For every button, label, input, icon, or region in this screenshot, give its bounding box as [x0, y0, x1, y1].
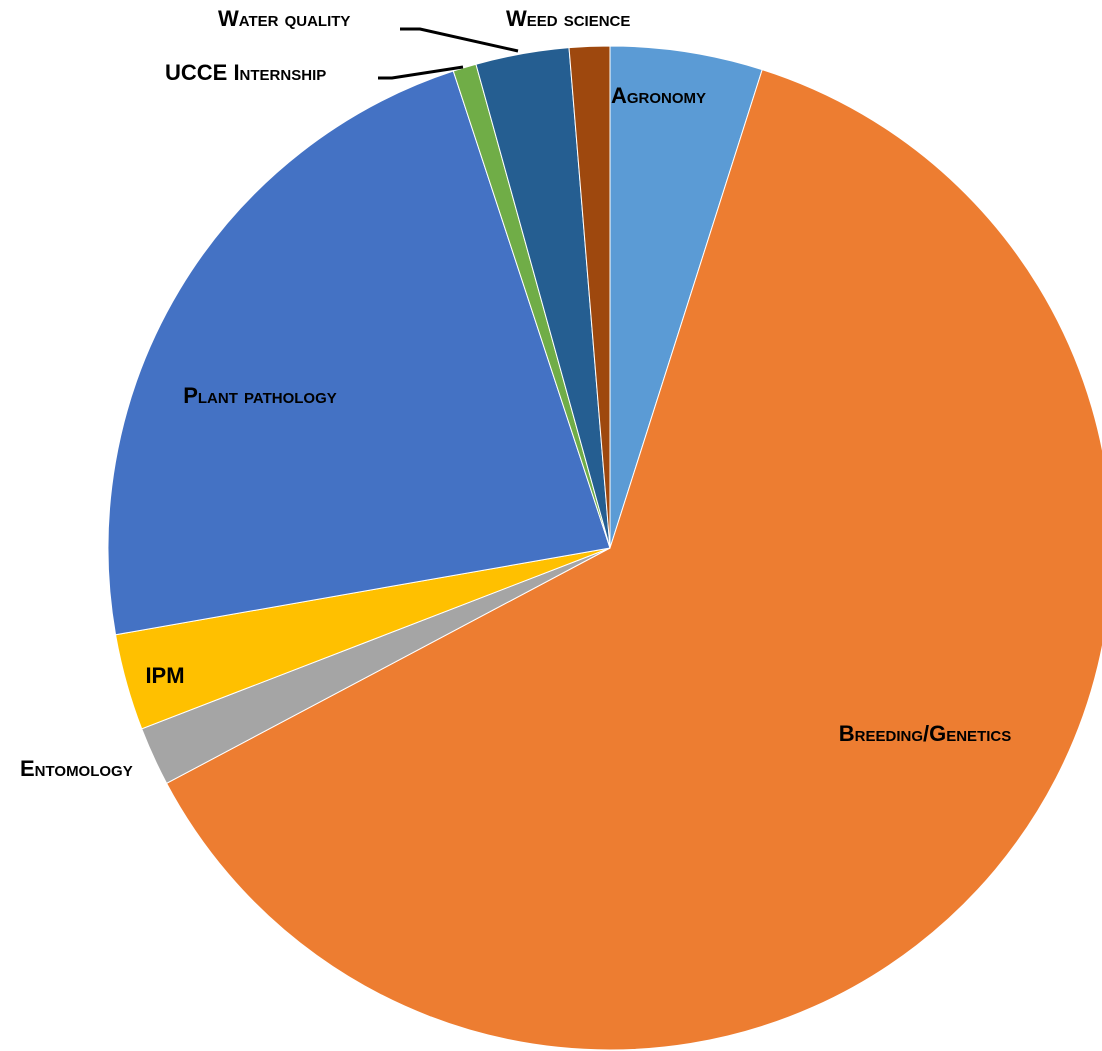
slice-label: Weed science [506, 6, 630, 31]
slice-label: Agronomy [611, 83, 706, 108]
pie-slice [107, 70, 611, 636]
leader-line [378, 65, 464, 80]
slice-label: Breeding/Genetics [839, 721, 1011, 746]
pie [107, 45, 1102, 1051]
slice-label: Water quality [218, 6, 350, 31]
labels: Agronomy Breeding/Genetics Entomology IPM Pl… [20, 6, 1011, 781]
pie-slice [568, 45, 611, 549]
slice-label: UCCE Internship [165, 60, 326, 85]
pie-slice [165, 68, 1102, 1051]
slice-label: IPM [145, 663, 184, 688]
slice-label: Plant pathology [183, 383, 337, 408]
pie-slice [609, 45, 763, 549]
slice-label: Entomology [20, 756, 133, 781]
leader-line [400, 27, 519, 53]
